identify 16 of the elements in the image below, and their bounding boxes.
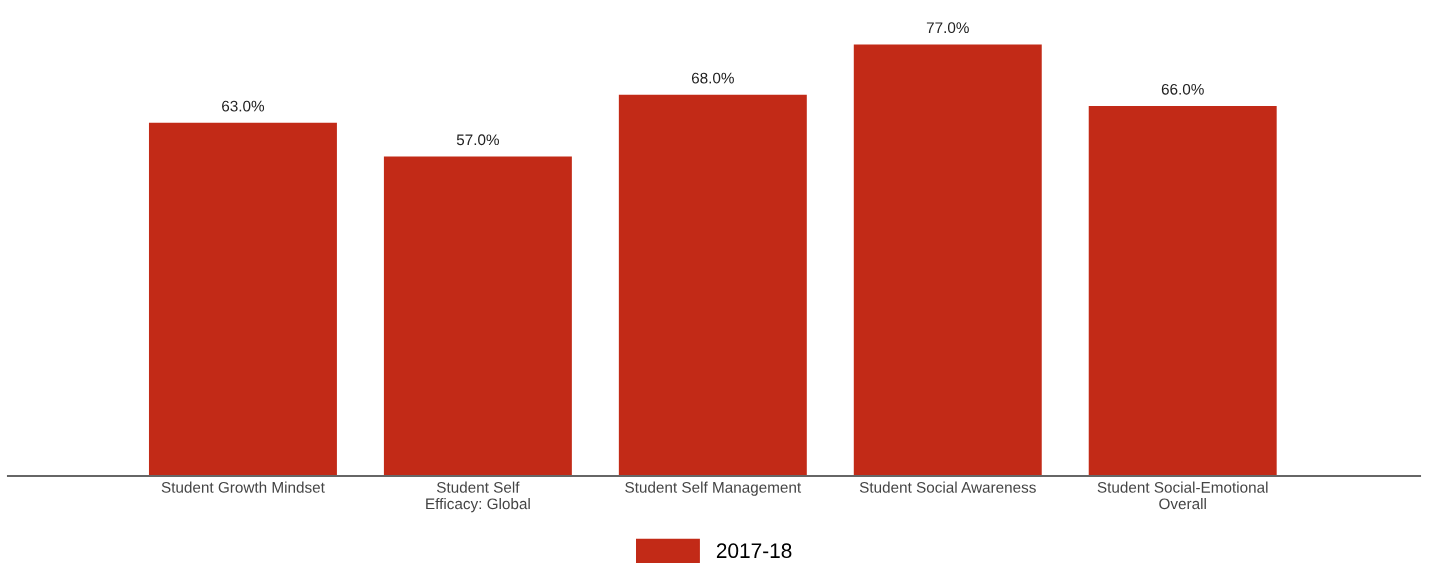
x-tick-label: Student Growth Mindset bbox=[161, 481, 325, 493]
bar bbox=[1088, 106, 1277, 476]
x-tick-label: Student Self Efficacy: Global bbox=[426, 481, 530, 513]
data-label: 66.0% bbox=[1161, 83, 1204, 95]
bar bbox=[853, 44, 1042, 476]
data-label: 77.0% bbox=[926, 22, 969, 34]
data-label: 63.0% bbox=[222, 100, 265, 112]
bar bbox=[383, 156, 572, 476]
x-tick-label: Student Self Management bbox=[625, 481, 802, 496]
x-tick-label: Student Social Awareness bbox=[859, 481, 1036, 493]
bar bbox=[148, 122, 337, 476]
data-label: 68.0% bbox=[691, 72, 734, 84]
data-label: 57.0% bbox=[456, 134, 499, 146]
legend-label: 2017-18 bbox=[716, 543, 792, 559]
x-tick-label: Student Social-Emotional Overall bbox=[1097, 481, 1268, 510]
bar bbox=[618, 94, 807, 476]
